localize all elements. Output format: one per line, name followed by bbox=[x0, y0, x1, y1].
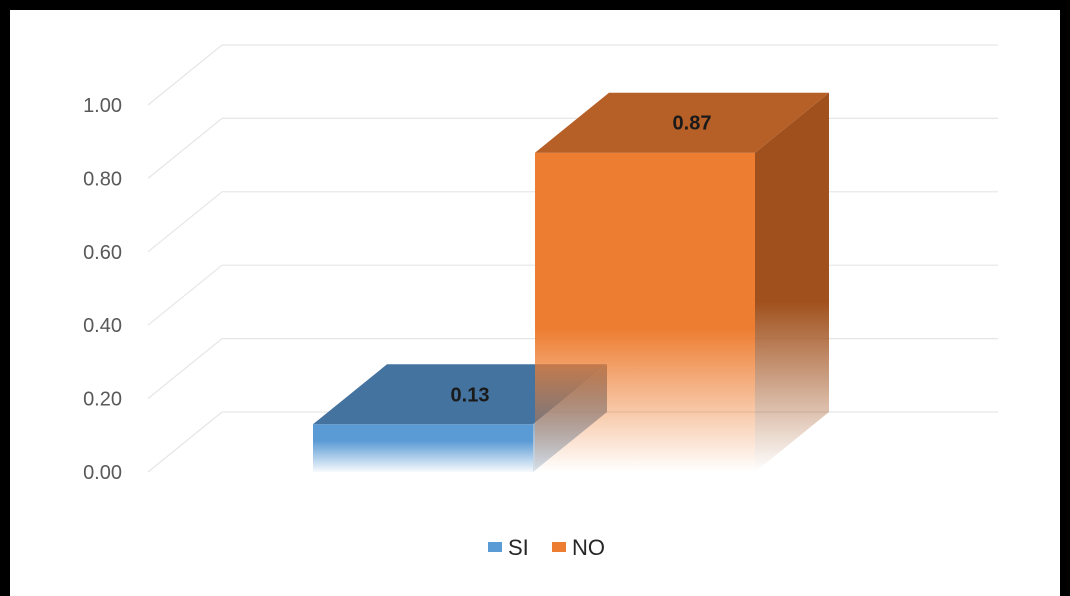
y-tick-label: 0.40 bbox=[83, 315, 122, 337]
bar-front bbox=[313, 424, 533, 472]
data-labels: 0.13 0.87 bbox=[451, 113, 712, 407]
y-tick-label: 0.20 bbox=[83, 389, 122, 411]
bar-front bbox=[535, 152, 755, 472]
legend-swatch bbox=[488, 542, 502, 552]
legend: SI NO bbox=[488, 535, 605, 560]
y-tick-label: 0.60 bbox=[83, 242, 122, 264]
y-tick-label: 0.00 bbox=[83, 462, 122, 484]
y-tick-label: 1.00 bbox=[83, 95, 122, 117]
legend-label: SI bbox=[508, 535, 529, 560]
bar-side bbox=[755, 92, 829, 473]
legend-item-si: SI bbox=[488, 535, 529, 560]
bar-top bbox=[313, 364, 607, 425]
legend-swatch bbox=[552, 542, 566, 552]
data-label: 0.13 bbox=[451, 384, 490, 406]
data-label: 0.87 bbox=[673, 113, 712, 135]
y-tick-label: 0.80 bbox=[83, 168, 122, 190]
legend-label: NO bbox=[572, 535, 605, 560]
y-axis: 0.00 0.20 0.40 0.60 0.80 1.00 bbox=[83, 95, 122, 484]
legend-item-no: NO bbox=[552, 535, 605, 560]
bar-no bbox=[535, 92, 829, 473]
bar-top bbox=[535, 92, 829, 153]
gridline bbox=[147, 44, 998, 106]
bars bbox=[313, 92, 829, 473]
